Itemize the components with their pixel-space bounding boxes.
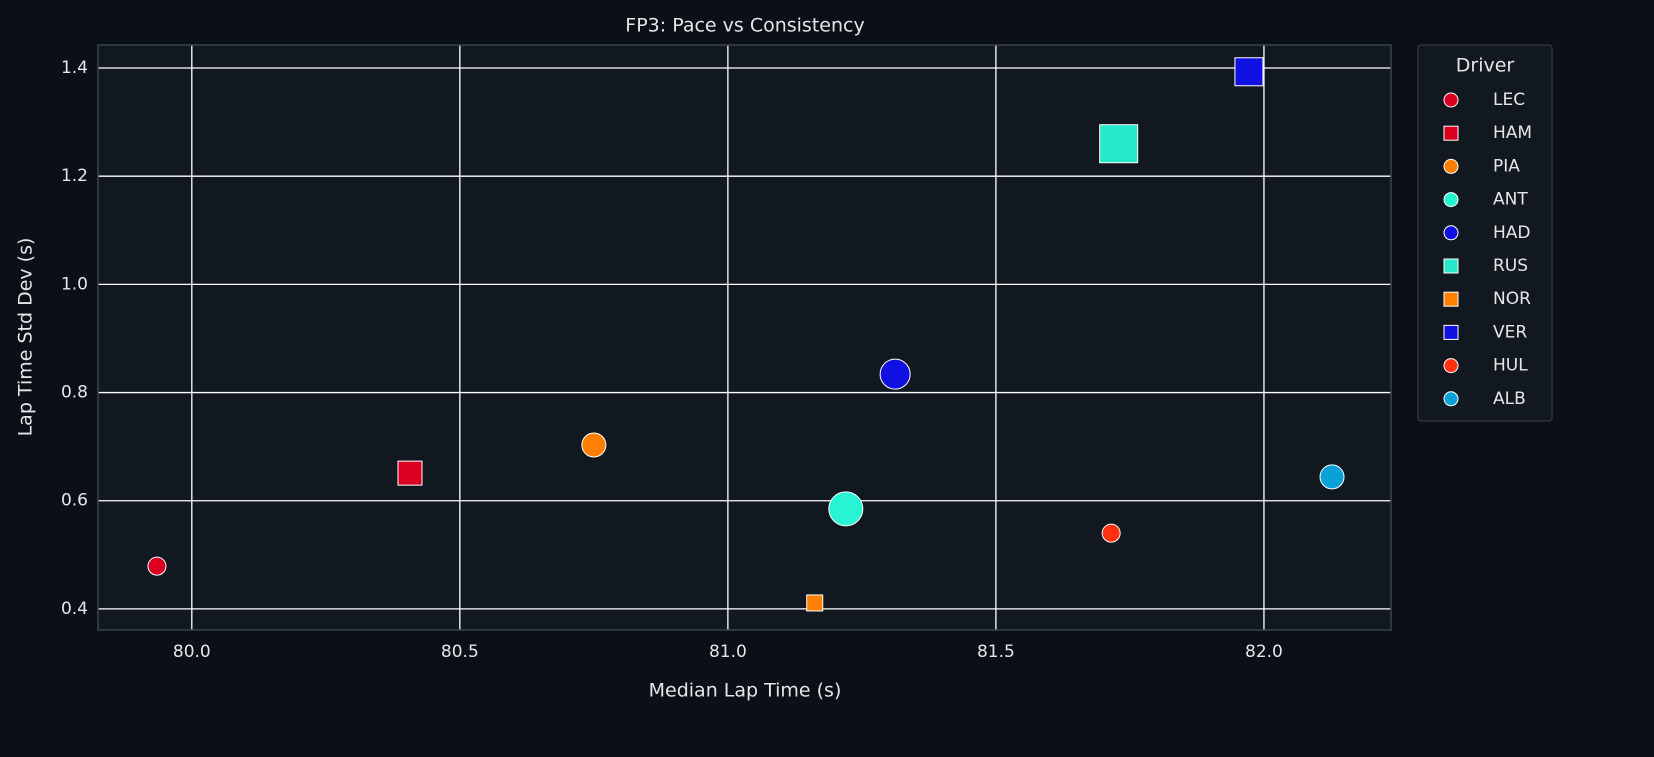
legend-marker (1443, 125, 1459, 141)
point (1319, 464, 1345, 490)
point (581, 432, 607, 458)
point (879, 358, 911, 390)
legend-label: PIA (1493, 156, 1520, 176)
x-tick-label: 81.0 (709, 642, 747, 662)
legend-marker (1443, 158, 1459, 174)
y-tick-label: 1.2 (61, 166, 88, 186)
y-tick-label: 0.6 (61, 491, 88, 511)
x-tick-label: 81.5 (977, 642, 1015, 662)
y-axis-label: Lap Time Std Dev (s) (15, 238, 37, 437)
legend-marker (1443, 92, 1459, 108)
legend-marker (1443, 358, 1459, 374)
y-tick-label: 0.4 (61, 599, 88, 619)
point (828, 491, 864, 527)
x-tick-label: 80.0 (173, 642, 211, 662)
legend-marker (1443, 324, 1459, 340)
legend-marker (1443, 391, 1459, 407)
point (1099, 124, 1139, 164)
legend-label: HAD (1493, 223, 1531, 243)
legend-label: VER (1493, 322, 1527, 342)
legend-label: NOR (1493, 289, 1531, 309)
legend-label: RUS (1493, 256, 1528, 276)
legend-label: ALB (1493, 389, 1526, 409)
legend-label: ANT (1493, 190, 1528, 210)
legend-title: Driver (1456, 55, 1515, 77)
legend-marker (1443, 225, 1459, 241)
chart-title: FP3: Pace vs Consistency (625, 15, 864, 37)
legend-label: HUL (1493, 356, 1528, 376)
point (147, 556, 167, 576)
x-axis-label: Median Lap Time (s) (649, 680, 842, 702)
point (1234, 57, 1264, 87)
y-tick-label: 1.4 (61, 58, 88, 78)
point (397, 460, 423, 486)
legend-marker (1443, 291, 1459, 307)
legend-marker (1443, 192, 1459, 208)
point (806, 594, 824, 612)
x-tick-label: 82.0 (1245, 642, 1283, 662)
x-tick-label: 80.5 (441, 642, 479, 662)
point (1101, 523, 1121, 543)
legend-label: LEC (1493, 90, 1525, 110)
axis-frame (97, 44, 1392, 631)
legend-label: HAM (1493, 123, 1532, 143)
plot-area (98, 45, 1391, 630)
legend-marker (1443, 258, 1459, 274)
y-tick-label: 0.8 (61, 383, 88, 403)
legend-box (1417, 44, 1553, 422)
y-tick-label: 1.0 (61, 274, 88, 294)
